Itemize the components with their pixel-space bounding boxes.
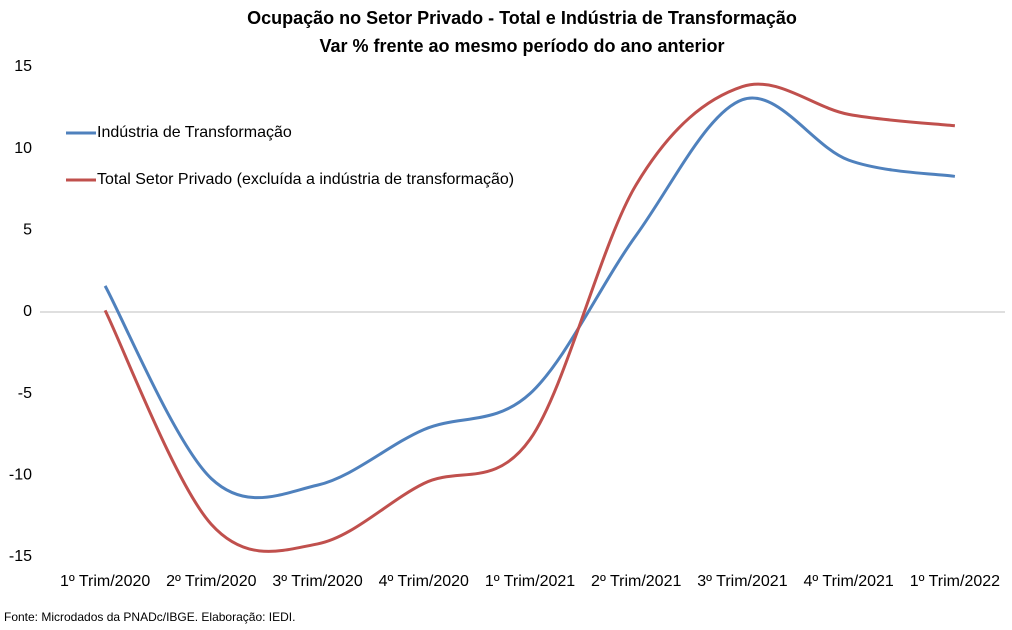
x-tick-label: 4º Trim/2021 [804,573,894,590]
x-tick-label: 2º Trim/2020 [166,573,256,590]
chart-subtitle: Var % frente ao mesmo período do ano ant… [319,36,724,56]
x-tick-label: 2º Trim/2021 [591,573,681,590]
y-tick-label: -5 [18,385,32,402]
legend-label: Indústria de Transformação [97,124,292,141]
y-tick-label: -15 [9,548,32,565]
x-tick-label: 3º Trim/2020 [272,573,362,590]
y-tick-label: 5 [23,222,32,239]
y-tick-label: 0 [23,303,32,320]
series-line [103,82,956,553]
x-tick-label: 3º Trim/2021 [697,573,787,590]
series-line [103,96,956,500]
x-tick-label: 1º Trim/2022 [910,573,1000,590]
y-tick-label: -10 [9,467,32,484]
x-tick-label: 1º Trim/2020 [60,573,150,590]
chart-title: Ocupação no Setor Privado - Total e Indú… [247,8,797,28]
x-tick-label: 4º Trim/2020 [379,573,469,590]
legend-label: Total Setor Privado (excluída a indústri… [97,171,514,188]
x-tick-label: 1º Trim/2021 [485,573,575,590]
y-tick-label: 15 [14,58,32,75]
y-tick-label: 10 [14,140,32,157]
source-note: Fonte: Microdados da PNADc/IBGE. Elabora… [4,610,295,624]
